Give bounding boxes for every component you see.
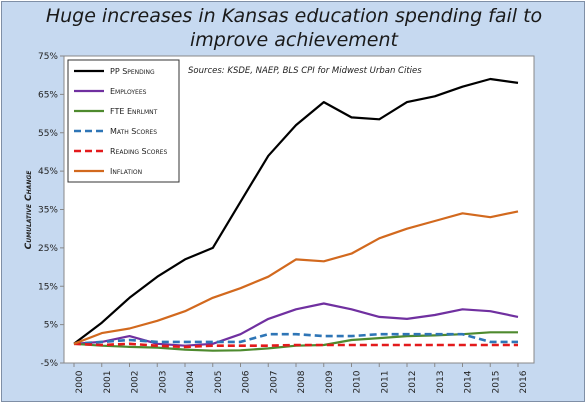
legend-label: Employees: [110, 87, 147, 96]
series-line-inflation: [73, 210, 519, 345]
y-tick-label: 5%: [44, 321, 59, 331]
legend-label: Inflation: [110, 167, 142, 176]
series-lines: [73, 77, 519, 352]
x-tick-label: 2003: [158, 371, 168, 394]
x-tick-label: 2016: [519, 370, 529, 393]
y-tick-label: 25%: [38, 244, 58, 254]
y-axis-label: Cumulative Change: [24, 170, 34, 250]
x-tick-label: 2009: [325, 370, 335, 393]
source-annotation: Sources: KSDE, NAEP, BLS CPI for Midwest…: [188, 66, 422, 76]
series-line-reading-scores: [73, 342, 518, 349]
y-tick-label: 15%: [38, 282, 58, 292]
legend-label: Reading Scores: [110, 147, 167, 156]
chart-title-line-1: Huge increases in Kansas education spend…: [45, 5, 543, 27]
x-tick-label: 2000: [75, 370, 85, 393]
y-tick-label: 65%: [38, 90, 58, 100]
y-tick-label: -5%: [40, 359, 58, 369]
x-tick-label: 2010: [353, 370, 363, 393]
series-line-math-scores: [73, 332, 518, 346]
x-tick-label: 2007: [269, 371, 279, 394]
x-tick-label: 2011: [380, 371, 390, 394]
x-tick-label: 2005: [214, 371, 224, 394]
x-tick-label: 2015: [491, 371, 501, 394]
legend: PP Spending Employees FTE Enrlmnt Math Scor…: [67, 59, 180, 183]
x-tick-label: 2001: [103, 371, 113, 394]
x-tick-label: 2008: [297, 370, 307, 393]
chart-title: Huge increases in Kansas education spend…: [0, 4, 588, 52]
legend-label: FTE Enrlmnt: [110, 107, 158, 116]
x-axis-ticks: 2000 2001 2002 2003 2004 2005 2006 2007 2008 2009…: [73, 363, 529, 394]
legend-label: Math Scores: [110, 127, 157, 136]
y-axis-ticks: -5% 5% 15% 25% 35% 45% 55% 65% 75%: [38, 52, 64, 369]
legend-box: [67, 59, 180, 183]
x-tick-label: 2013: [436, 371, 446, 394]
y-tick-label: 35%: [38, 206, 58, 216]
x-tick-label: 2004: [186, 370, 196, 393]
legend-label: PP Spending: [110, 67, 155, 76]
x-tick-label: 2014: [464, 370, 474, 393]
series-line-pp-spending: [73, 77, 519, 345]
y-tick-label: 55%: [38, 129, 58, 139]
y-tick-label: 75%: [38, 52, 58, 62]
y-tick-label: 45%: [38, 167, 58, 177]
x-tick-label: 2006: [242, 370, 252, 393]
chart-title-line-2: improve achievement: [190, 29, 398, 51]
x-tick-label: 2002: [131, 371, 141, 394]
series-line-employees: [73, 302, 519, 347]
x-tick-label: 2012: [408, 371, 418, 394]
